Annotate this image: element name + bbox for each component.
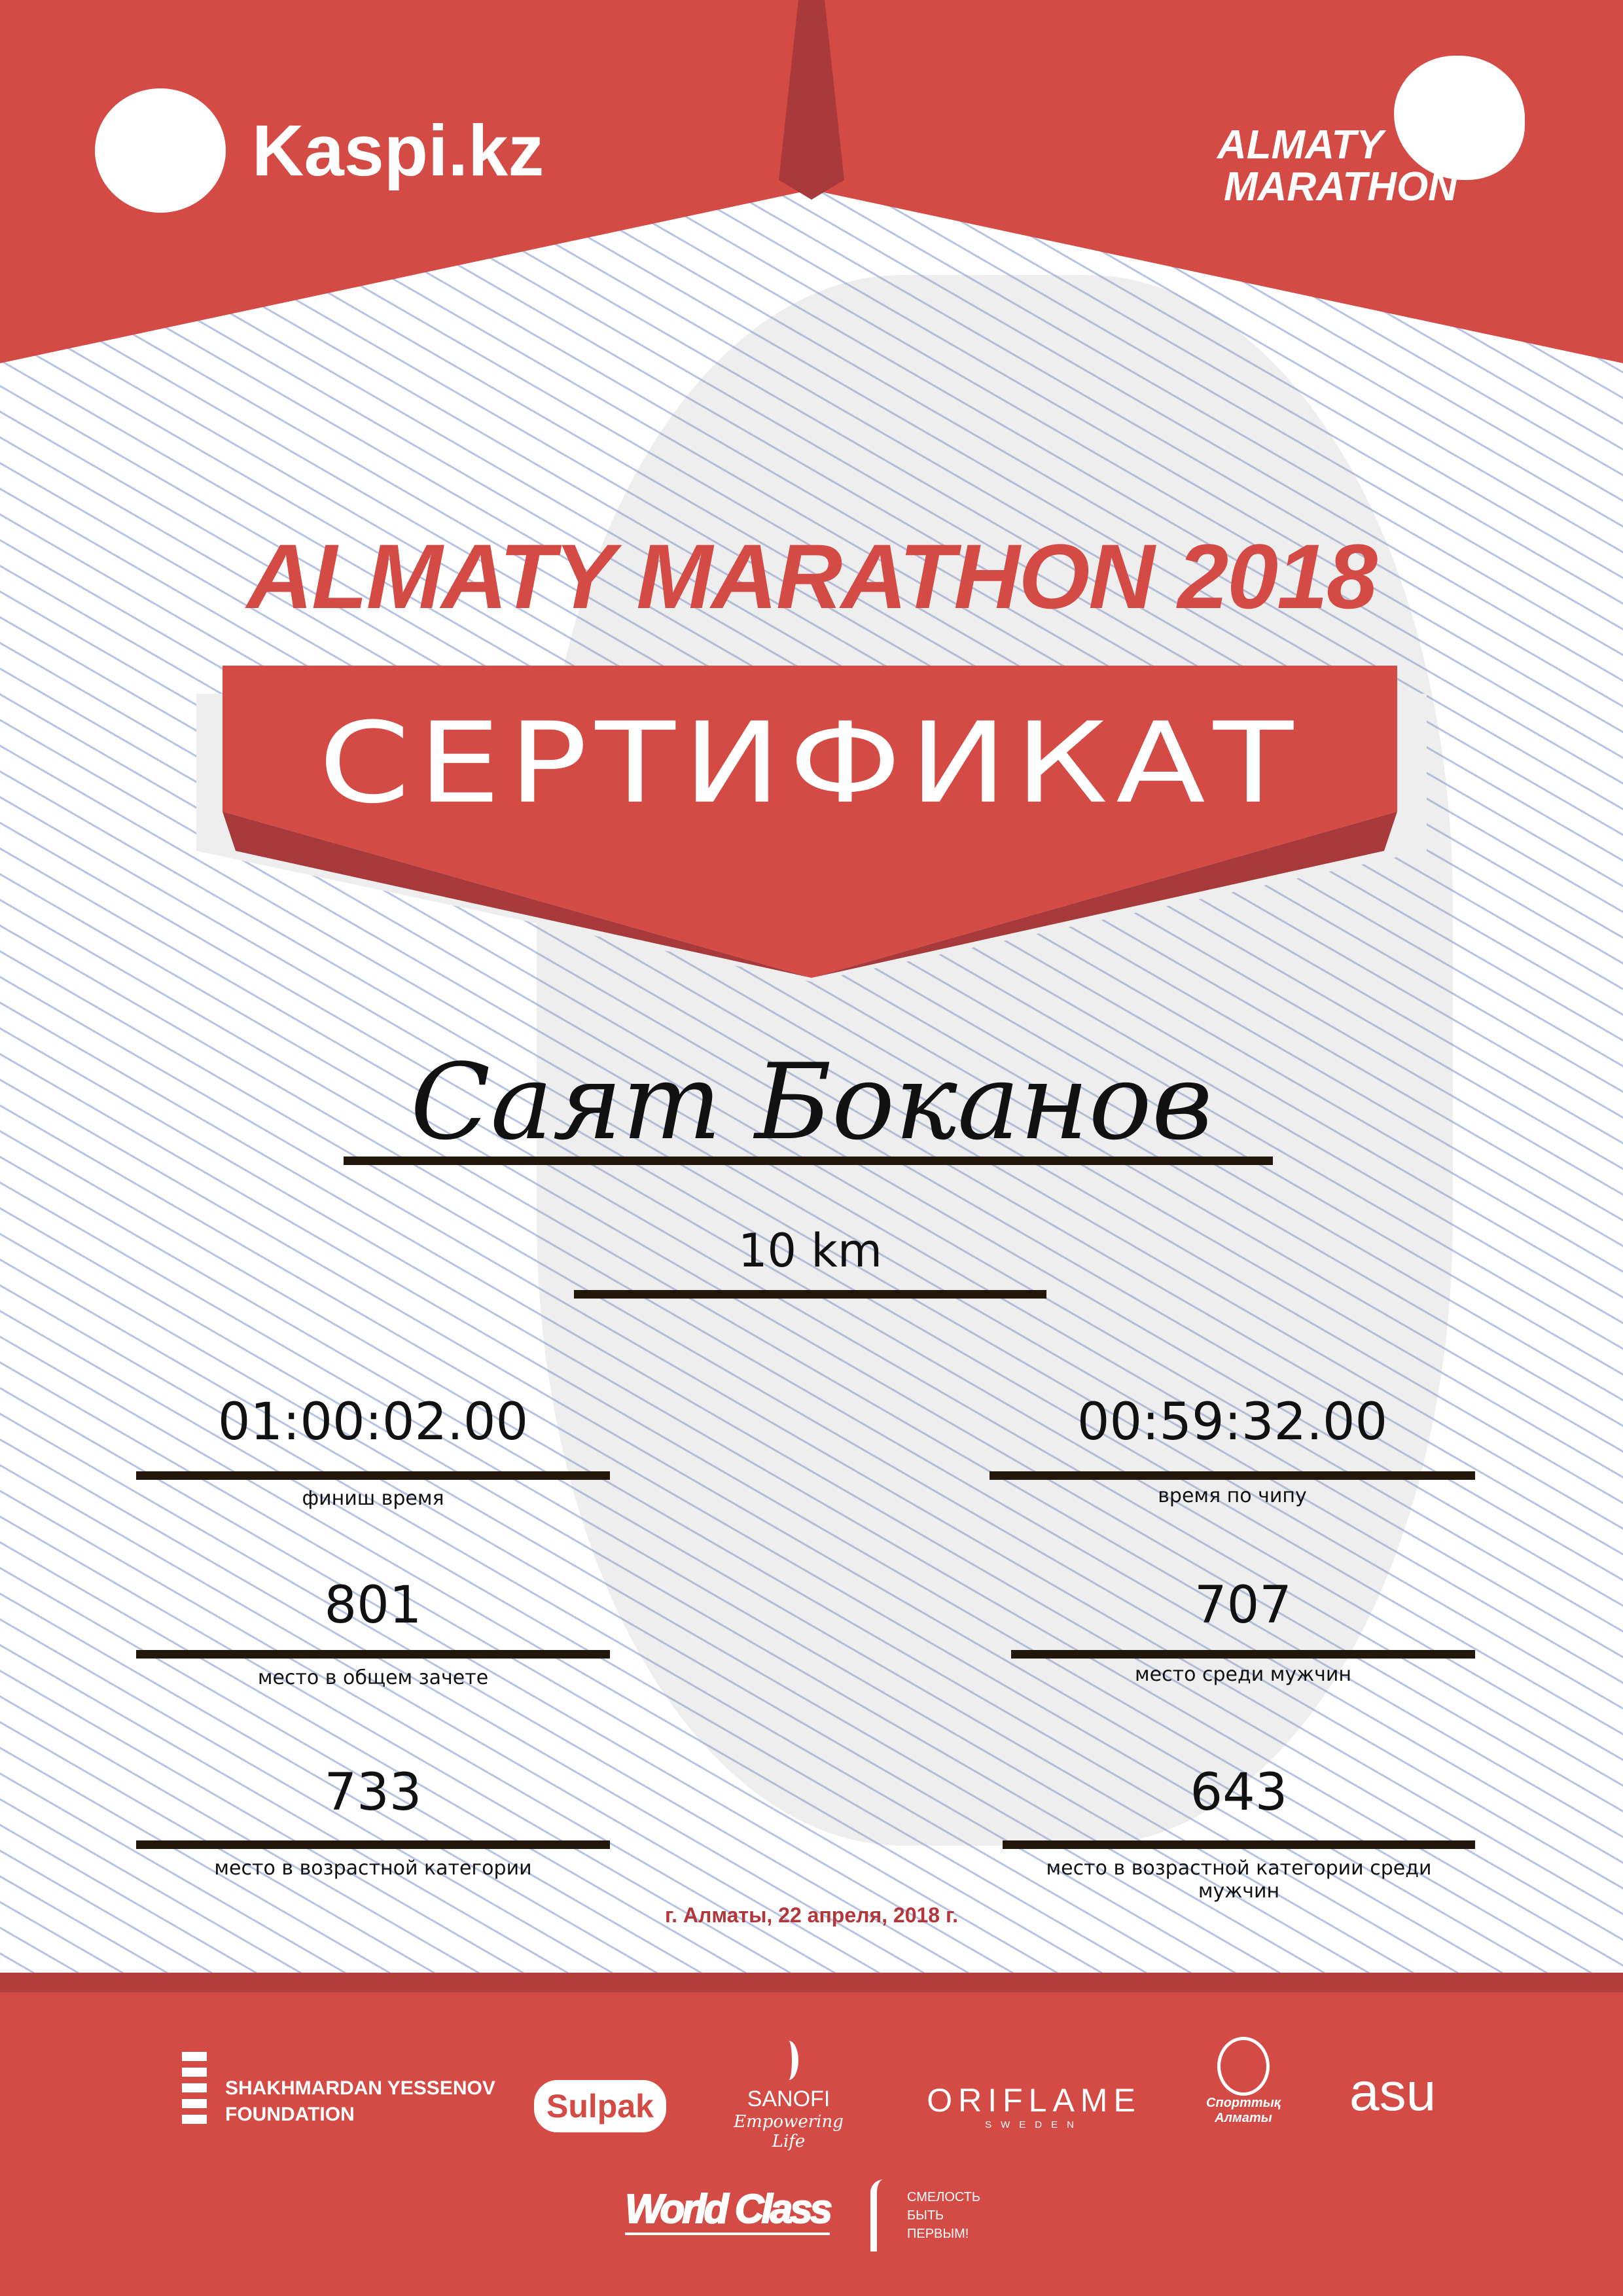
yessenov-line-2: FOUNDATION xyxy=(225,2104,355,2125)
oriflame-name: ORIFLAME xyxy=(927,2082,1141,2119)
sanofi-bird-icon xyxy=(779,2041,798,2080)
logo-line-1: ALMATY xyxy=(1217,122,1383,168)
fund-line-2: БЫТЬ xyxy=(907,2208,944,2223)
certificate-banner xyxy=(196,666,1427,982)
yessenov-logo: SHAKHMARDAN YESSENOV FOUNDATION xyxy=(182,2052,495,2128)
logo-line-2: MARATHON xyxy=(1224,164,1458,209)
age-place-line xyxy=(136,1840,610,1849)
overall-place-label: место в общем зачете xyxy=(257,1666,489,1689)
chip-time: 00:59:32.00 xyxy=(1077,1393,1388,1452)
sport-almaty-logo: Спорттық Алматы xyxy=(1198,2037,1289,2126)
asu-logo: asu xyxy=(1349,2062,1436,2122)
kaspi-family-icon xyxy=(95,88,226,213)
distance-underline xyxy=(574,1290,1046,1299)
oriflame-subtitle: SWEDEN xyxy=(985,2119,1083,2130)
sanofi-tagline: Empowering Life xyxy=(734,2112,844,2151)
age-place: 733 xyxy=(324,1763,422,1822)
runner-icon xyxy=(1394,56,1525,180)
chip-time-label: время по чипу xyxy=(1158,1484,1307,1507)
sport-almaty-line-2: Алматы xyxy=(1215,2111,1272,2125)
runner-photo xyxy=(537,275,1453,1846)
chip-time-line xyxy=(990,1471,1475,1480)
gender-place-label: место среди мужчин xyxy=(1135,1663,1351,1686)
fund-line-1: СМЕЛОСТЬ xyxy=(907,2190,981,2204)
distance: 10 km xyxy=(738,1224,883,1278)
age-gender-place: 643 xyxy=(1190,1763,1288,1822)
overall-place: 801 xyxy=(324,1576,422,1635)
finish-time: 01:00:02.00 xyxy=(217,1393,529,1452)
yessenov-bars-icon xyxy=(182,2052,207,2128)
fund-line-3: ПЕРВЫМ! xyxy=(907,2227,969,2241)
finish-time-label: финиш время xyxy=(302,1487,444,1510)
sulpak-logo: Sulpak xyxy=(534,2080,666,2132)
striped-background xyxy=(0,0,1623,1973)
sanofi-logo: SANOFI Empowering Life xyxy=(726,2041,851,2151)
almaty-marathon-logo: ALMATY MARATHON xyxy=(1217,56,1525,213)
yessenov-line-1: SHAKHMARDAN YESSENOV xyxy=(225,2077,495,2099)
overall-place-line xyxy=(136,1650,610,1659)
sanofi-name: SANOFI xyxy=(747,2087,830,2111)
age-gender-place-line xyxy=(1003,1840,1475,1849)
header-band xyxy=(0,0,1623,363)
finish-time-line xyxy=(136,1471,610,1480)
sport-almaty-emblem-icon xyxy=(1217,2037,1270,2096)
gender-place: 707 xyxy=(1194,1576,1292,1635)
event-date: г. Алматы, 22 апреля, 2018 г. xyxy=(665,1903,958,1927)
certificate-heading: СЕРТИФИКАТ xyxy=(318,698,1302,829)
event-title: ALMATY MARATHON 2018 xyxy=(247,525,1378,628)
worldclass-logo: World Class xyxy=(624,2186,833,2235)
oriflame-logo: ORIFLAME SWEDEN xyxy=(923,2081,1145,2130)
name-underline xyxy=(344,1157,1273,1165)
age-place-label: место в возрастной категории xyxy=(214,1857,532,1880)
fund-logo: СМЕЛОСТЬ БЫТЬ ПЕРВЫМ! xyxy=(870,2179,980,2251)
age-gender-place-label: место в возрастной категории среди мужчи… xyxy=(1046,1857,1432,1903)
sponsors-footer xyxy=(0,1973,1623,2296)
kaspi-logo-text: Kaspi.kz xyxy=(252,110,544,191)
sport-almaty-line-1: Спорттық xyxy=(1206,2096,1281,2110)
kaspi-logo: Kaspi.kz xyxy=(95,88,544,213)
gender-place-line xyxy=(1011,1650,1475,1659)
fund-figure-icon xyxy=(870,2179,897,2251)
participant-name: Саят Боканов xyxy=(410,1041,1213,1163)
